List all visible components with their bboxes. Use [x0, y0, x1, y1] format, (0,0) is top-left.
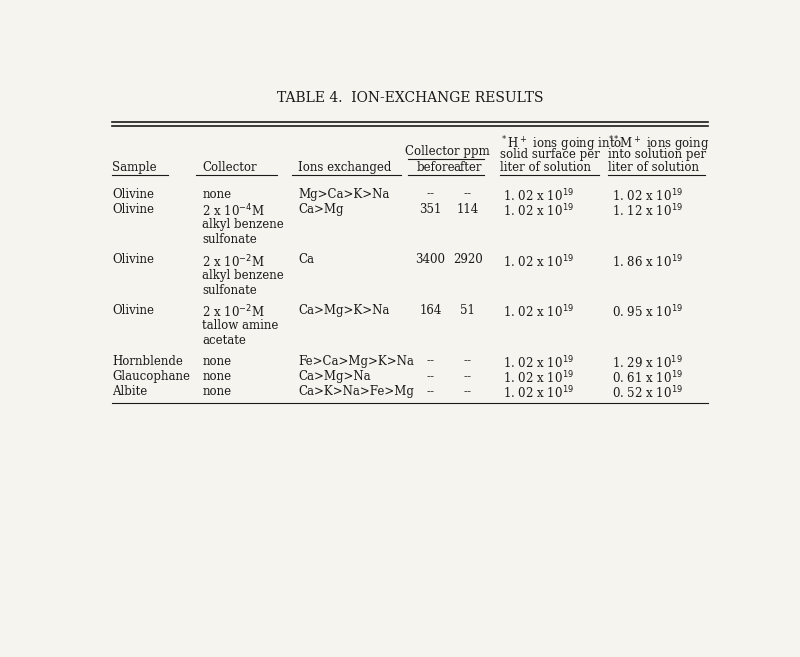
Text: Olivine: Olivine: [112, 254, 154, 266]
Text: 1. 02 x 10$^{19}$: 1. 02 x 10$^{19}$: [503, 203, 574, 219]
Text: after: after: [454, 161, 482, 174]
Text: 1. 02 x 10$^{19}$: 1. 02 x 10$^{19}$: [503, 370, 574, 386]
Text: Hornblende: Hornblende: [112, 355, 183, 367]
Text: 0. 52 x 10$^{19}$: 0. 52 x 10$^{19}$: [611, 385, 682, 401]
Text: 0. 61 x 10$^{19}$: 0. 61 x 10$^{19}$: [611, 370, 682, 386]
Text: Ions exchanged: Ions exchanged: [298, 161, 392, 174]
Text: tallow amine: tallow amine: [202, 319, 278, 332]
Text: Ca>Mg: Ca>Mg: [298, 203, 344, 215]
Text: $^{**}$M$^+$ ions going: $^{**}$M$^+$ ions going: [608, 135, 710, 154]
Text: Albite: Albite: [112, 385, 148, 398]
Text: solid surface per: solid surface per: [500, 148, 600, 161]
Text: 2 x 10$^{-4}$M: 2 x 10$^{-4}$M: [202, 203, 265, 219]
Text: --: --: [426, 355, 434, 367]
Text: 1. 02 x 10$^{19}$: 1. 02 x 10$^{19}$: [611, 188, 682, 204]
Text: 164: 164: [419, 304, 442, 317]
Text: --: --: [426, 188, 434, 200]
Text: --: --: [426, 370, 434, 383]
Text: Ca>K>Na>Fe>Mg: Ca>K>Na>Fe>Mg: [298, 385, 414, 398]
Text: 51: 51: [460, 304, 475, 317]
Text: Fe>Ca>Mg>K>Na: Fe>Ca>Mg>K>Na: [298, 355, 414, 367]
Text: 1. 86 x 10$^{19}$: 1. 86 x 10$^{19}$: [611, 254, 682, 270]
Text: 1. 02 x 10$^{19}$: 1. 02 x 10$^{19}$: [503, 304, 574, 321]
Text: --: --: [464, 385, 472, 398]
Text: 1. 02 x 10$^{19}$: 1. 02 x 10$^{19}$: [503, 254, 574, 270]
Text: 2 x 10$^{-2}$M: 2 x 10$^{-2}$M: [202, 304, 265, 321]
Text: 1. 02 x 10$^{19}$: 1. 02 x 10$^{19}$: [503, 355, 574, 371]
Text: none: none: [202, 188, 231, 200]
Text: Sample: Sample: [112, 161, 157, 174]
Text: --: --: [464, 188, 472, 200]
Text: Ca: Ca: [298, 254, 314, 266]
Text: none: none: [202, 355, 231, 367]
Text: acetate: acetate: [202, 334, 246, 348]
Text: 114: 114: [457, 203, 478, 215]
Text: none: none: [202, 385, 231, 398]
Text: 1. 29 x 10$^{19}$: 1. 29 x 10$^{19}$: [611, 355, 682, 371]
Text: --: --: [464, 355, 472, 367]
Text: TABLE 4.  ION-EXCHANGE RESULTS: TABLE 4. ION-EXCHANGE RESULTS: [277, 91, 543, 106]
Text: 1. 12 x 10$^{19}$: 1. 12 x 10$^{19}$: [611, 203, 682, 219]
Text: --: --: [464, 370, 472, 383]
Text: Ca>Mg>Na: Ca>Mg>Na: [298, 370, 371, 383]
Text: 2920: 2920: [453, 254, 482, 266]
Text: into solution per: into solution per: [608, 148, 706, 161]
Text: none: none: [202, 370, 231, 383]
Text: Collector ppm: Collector ppm: [405, 145, 490, 158]
Text: 1. 02 x 10$^{19}$: 1. 02 x 10$^{19}$: [503, 188, 574, 204]
Text: liter of solution: liter of solution: [608, 162, 699, 174]
Text: --: --: [426, 385, 434, 398]
Text: Ca>Mg>K>Na: Ca>Mg>K>Na: [298, 304, 390, 317]
Text: Olivine: Olivine: [112, 304, 154, 317]
Text: liter of solution: liter of solution: [500, 162, 591, 174]
Text: alkyl benzene: alkyl benzene: [202, 269, 284, 282]
Text: Glaucophane: Glaucophane: [112, 370, 190, 383]
Text: Mg>Ca>K>Na: Mg>Ca>K>Na: [298, 188, 390, 200]
Text: 1. 02 x 10$^{19}$: 1. 02 x 10$^{19}$: [503, 385, 574, 401]
Text: 0. 95 x 10$^{19}$: 0. 95 x 10$^{19}$: [611, 304, 682, 321]
Text: sulfonate: sulfonate: [202, 284, 257, 297]
Text: Olivine: Olivine: [112, 203, 154, 215]
Text: 351: 351: [419, 203, 442, 215]
Text: alkyl benzene: alkyl benzene: [202, 218, 284, 231]
Text: $^*$H$^+$ ions going into: $^*$H$^+$ ions going into: [500, 135, 622, 154]
Text: sulfonate: sulfonate: [202, 233, 257, 246]
Text: Collector: Collector: [202, 161, 257, 174]
Text: Olivine: Olivine: [112, 188, 154, 200]
Text: 3400: 3400: [415, 254, 446, 266]
Text: 2 x 10$^{-2}$M: 2 x 10$^{-2}$M: [202, 254, 265, 270]
Text: before: before: [416, 161, 455, 174]
